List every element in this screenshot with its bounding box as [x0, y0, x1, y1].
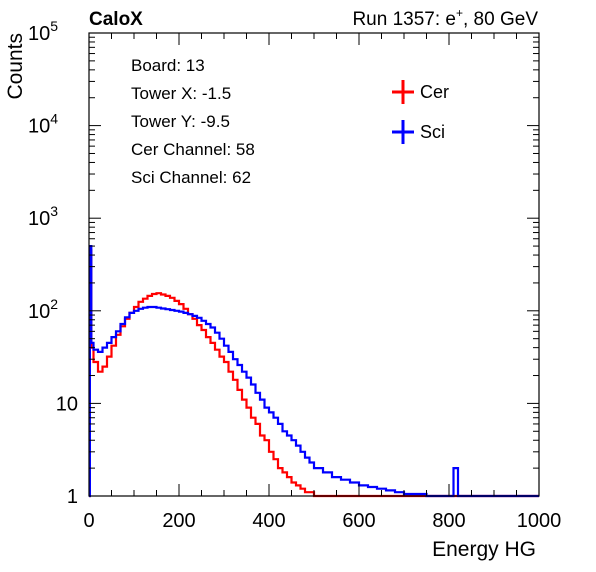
x-tick-label: 1000: [517, 510, 562, 532]
run-label-superscript: +: [456, 6, 463, 20]
y-tick-label: 104: [28, 111, 58, 138]
plot-frame: [88, 32, 540, 497]
series-sci-line: [88, 245, 539, 498]
experiment-label: CaloX: [89, 9, 143, 30]
y-tick-label: 102: [28, 296, 58, 323]
legend-marker-sci: [392, 120, 414, 144]
x-axis-title: Energy HG: [432, 538, 536, 561]
run-label-tail: , 80 GeV: [463, 9, 538, 30]
info-line-sci-channel: Sci Channel: 62: [131, 168, 251, 187]
axis-layer: 0 200 400 600 800 1000 1 10 102 103 104 105: [28, 18, 561, 532]
x-tick-label: 0: [83, 510, 94, 532]
run-label-main: Run 1357: e: [352, 9, 456, 30]
info-line-tower-x: Tower X: -1.5: [131, 84, 231, 103]
x-tick-label: 800: [432, 510, 465, 532]
y-tick-label: 10: [56, 393, 78, 415]
x-tick-label: 200: [162, 510, 195, 532]
info-line-board: Board: 13: [131, 56, 205, 75]
legend: Cer Sci: [392, 80, 449, 144]
info-line-tower-y: Tower Y: -9.5: [131, 112, 230, 131]
info-line-cer-channel: Cer Channel: 58: [131, 140, 255, 159]
legend-label-cer: Cer: [420, 82, 449, 102]
y-axis-title: Counts: [4, 33, 27, 100]
y-tick-label: 1: [67, 486, 78, 508]
y-tick-label: 103: [28, 203, 58, 230]
series-layer: [88, 245, 539, 498]
info-box: Board: 13 Tower X: -1.5 Tower Y: -9.5 Ce…: [131, 56, 255, 187]
legend-marker-cer: [392, 80, 414, 104]
y-tick-label: 105: [28, 18, 58, 45]
x-tick-label: 400: [252, 510, 285, 532]
x-tick-label: 600: [342, 510, 375, 532]
legend-label-sci: Sci: [420, 122, 445, 142]
run-label: Run 1357: e+, 80 GeV: [352, 6, 538, 30]
